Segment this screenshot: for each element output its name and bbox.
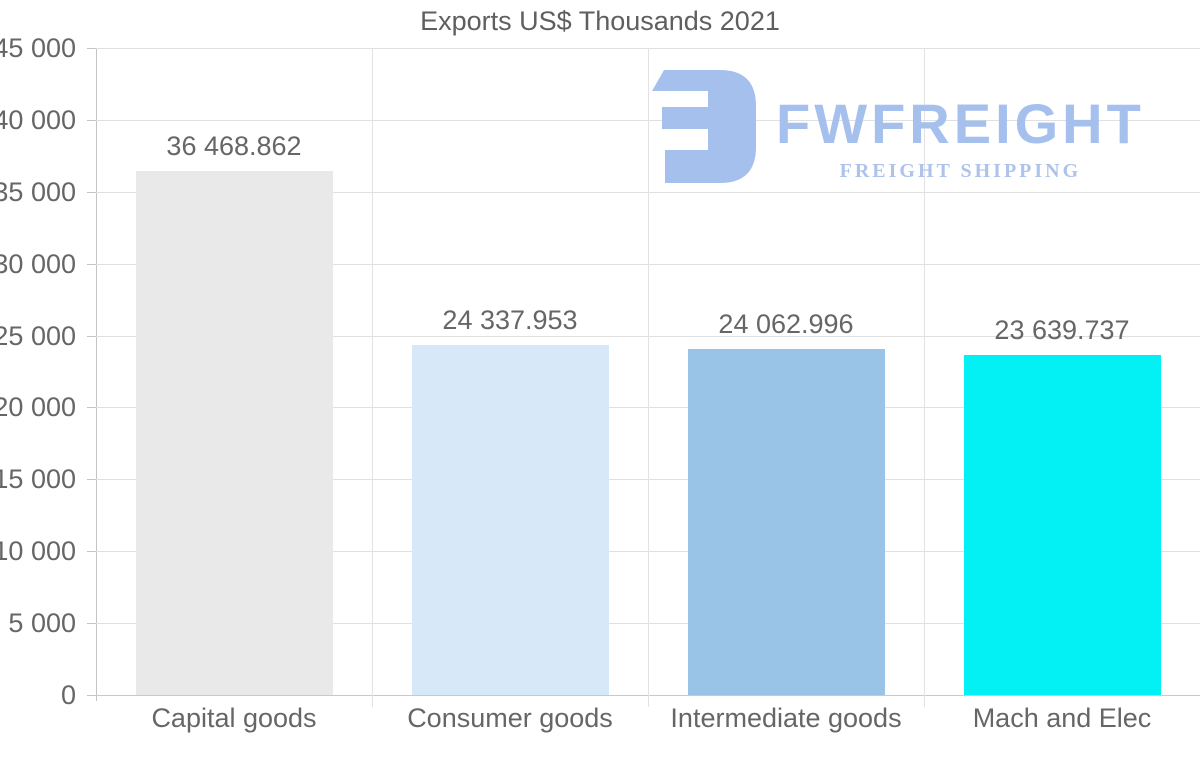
y-tick-label: 10 000 (0, 536, 76, 567)
category-boundary-line (372, 48, 373, 707)
bar-mach-and-elec (963, 355, 1161, 695)
chart-title: Exports US$ Thousands 2021 (420, 6, 780, 36)
y-tick-label: 40 000 (0, 104, 76, 135)
y-tick-mark (87, 695, 96, 696)
fwfreight-logo: FWFREIGHT FREIGHT SHIPPING (650, 70, 1145, 183)
fwfreight-logo-icon (652, 70, 756, 183)
x-category-label: Mach and Elec (972, 703, 1152, 733)
x-category-label: Consumer goods (407, 703, 613, 733)
y-tick-label: 0 (60, 680, 76, 710)
y-tick-mark (87, 335, 96, 337)
x-axis-labels: Capital goods Consumer goods Intermediate … (96, 703, 1200, 743)
logo-text-block: FWFREIGHT FREIGHT SHIPPING (776, 70, 1145, 183)
y-tick-mark (87, 551, 96, 553)
y-tick-mark (87, 119, 96, 121)
category-boundary-line (648, 48, 649, 707)
y-tick-label: 15 000 (0, 464, 76, 495)
y-tick-label: 25 000 (0, 320, 76, 351)
logo-tagline: FREIGHT SHIPPING (839, 160, 1082, 182)
bar-value-label: 36 468.862 (166, 130, 302, 161)
y-tick-label: 20 000 (0, 392, 76, 423)
y-tick-label: 35 000 (0, 176, 76, 207)
bar-intermediate-goods (687, 349, 885, 695)
bar-capital-goods (135, 170, 333, 695)
y-tick-mark (87, 407, 96, 409)
y-tick-label: 5 000 (8, 608, 76, 639)
bar-consumer-goods (411, 345, 609, 695)
y-tick-mark (87, 191, 96, 193)
plot-area: 36 468.862 24 337.953 24 062.996 23 639.737 (87, 48, 1200, 707)
bar-value-label: 24 337.953 (442, 305, 578, 336)
y-axis-labels: 0 5 000 10 000 15 000 20 000 25 000 30 000 35 0… (0, 33, 86, 710)
logo-name: FWFREIGHT (776, 92, 1145, 155)
y-axis-line (96, 48, 97, 701)
bar-value-label: 23 639.737 (994, 315, 1130, 346)
y-tick-label: 30 000 (0, 248, 76, 279)
x-category-label: Intermediate goods (670, 703, 902, 733)
x-category-label: Capital goods (151, 703, 317, 733)
y-tick-label: 45 000 (0, 33, 76, 63)
category-boundary-line (924, 48, 925, 707)
y-tick-mark (87, 48, 96, 49)
y-tick-mark (87, 263, 96, 265)
y-tick-mark (87, 623, 96, 625)
y-tick-mark (87, 479, 96, 481)
bar-value-label: 24 062.996 (718, 309, 854, 340)
